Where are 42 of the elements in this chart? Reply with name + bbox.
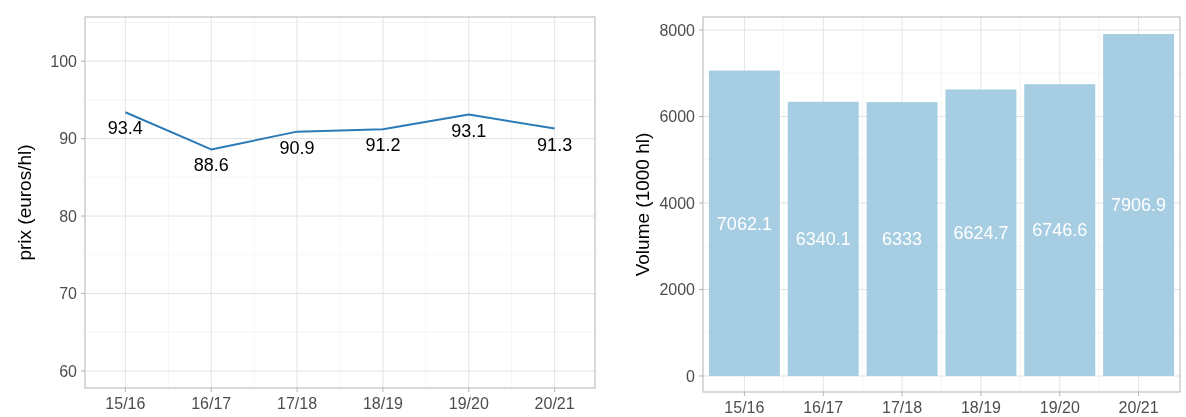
data-label: 7906.9	[1111, 195, 1167, 216]
y-tick-label: 8000	[659, 21, 696, 39]
y-axis-title: Volume (1000 hl)	[632, 132, 653, 277]
data-label: 91.3	[537, 134, 573, 155]
x-tick-label: 19/20	[448, 395, 489, 412]
y-tick-label: 80	[59, 207, 78, 225]
x-tick-label: 17/18	[882, 399, 923, 416]
y-tick-label: 4000	[659, 194, 696, 212]
y-tick-label: 70	[59, 285, 78, 303]
bar	[708, 70, 780, 376]
data-label: 91.2	[365, 135, 401, 156]
y-tick-label: 100	[50, 52, 78, 70]
data-label: 90.9	[279, 137, 315, 158]
bar	[1024, 84, 1096, 376]
data-label: 88.6	[193, 155, 229, 176]
bar	[787, 101, 859, 376]
y-tick-label: 0	[686, 367, 696, 385]
data-label: 6746.6	[1032, 220, 1088, 241]
data-label: 6340.1	[795, 229, 851, 250]
y-tick-label: 2000	[659, 281, 696, 299]
x-tick-label: 15/16	[105, 395, 146, 412]
data-label: 6624.7	[953, 223, 1009, 244]
x-tick-label: 20/21	[1118, 399, 1159, 416]
x-tick-label: 18/19	[960, 399, 1002, 416]
y-tick-label: 90	[59, 130, 78, 148]
x-tick-label: 16/17	[191, 395, 232, 412]
bar	[945, 89, 1017, 376]
x-tick-label: 19/20	[1039, 399, 1080, 416]
data-label: 7062.1	[716, 213, 772, 234]
y-axis-title: prix (euros/hl)	[14, 144, 35, 261]
x-tick-label: 15/16	[724, 399, 765, 416]
y-tick-label: 60	[59, 362, 78, 380]
y-tick-label: 6000	[659, 108, 696, 126]
data-label: 93.1	[451, 120, 487, 141]
data-label: 93.4	[107, 118, 143, 139]
data-label: 6333	[882, 229, 923, 250]
bar	[1103, 34, 1175, 376]
x-tick-label: 16/17	[803, 399, 844, 416]
bar	[866, 102, 938, 376]
x-tick-label: 18/19	[362, 395, 404, 412]
x-tick-label: 20/21	[534, 395, 575, 412]
x-tick-label: 17/18	[277, 395, 318, 412]
